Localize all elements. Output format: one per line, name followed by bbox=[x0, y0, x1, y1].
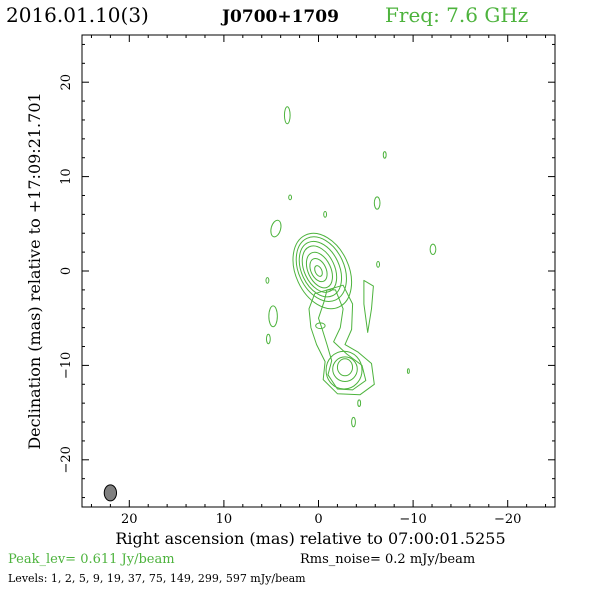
x-tick-label: −20 bbox=[494, 512, 521, 527]
source-name: J0700+1709 bbox=[222, 7, 339, 27]
noise-island-contour bbox=[376, 261, 381, 268]
jet-contour bbox=[318, 289, 367, 391]
y-tick-label: 20 bbox=[59, 74, 74, 91]
contour-layer bbox=[265, 106, 437, 428]
noise-island-contour bbox=[268, 305, 278, 328]
core-contour bbox=[295, 236, 347, 302]
x-tick-label: 0 bbox=[314, 512, 322, 527]
peak-level: Peak_lev= 0.611 Jy/beam bbox=[8, 552, 175, 567]
observation-date: 2016.01.10(3) bbox=[6, 3, 149, 27]
noise-island-contour bbox=[283, 106, 291, 125]
jet-contour bbox=[308, 284, 375, 396]
y-tick-label: −20 bbox=[59, 446, 74, 473]
core-contour bbox=[305, 251, 333, 289]
core-contour bbox=[314, 265, 323, 277]
tick-layer: 20 10 0 −10 −20 20 10 0 −10 −20 bbox=[59, 35, 555, 527]
knot-contour bbox=[336, 358, 354, 377]
x-tick-label: −10 bbox=[399, 512, 426, 527]
contour-levels: Levels: 1, 2, 5, 9, 19, 37, 75, 149, 299… bbox=[8, 572, 306, 585]
y-tick-label: 10 bbox=[59, 168, 74, 185]
core-contour bbox=[309, 257, 328, 283]
x-tick-label: 10 bbox=[216, 512, 233, 527]
x-tick-label: 20 bbox=[121, 512, 138, 527]
noise-island-contour bbox=[265, 333, 271, 345]
core-contour bbox=[292, 232, 353, 310]
noise-island-contour bbox=[351, 416, 356, 428]
y-tick-label: 0 bbox=[59, 267, 74, 275]
noise-island-contour bbox=[406, 368, 410, 374]
noise-island-contour bbox=[382, 151, 387, 159]
noise-island-contour bbox=[323, 211, 328, 218]
noise-island-contour bbox=[265, 277, 270, 284]
noise-island-contour bbox=[288, 194, 293, 201]
plot-header: 2016.01.10(3) J0700+1709 Freq: 7.6 GHz bbox=[0, 0, 590, 30]
noise-island-contour bbox=[429, 243, 437, 255]
core-contour bbox=[298, 240, 343, 298]
beam-layer bbox=[103, 484, 118, 502]
jet-contour bbox=[363, 279, 374, 333]
rms-noise: Rms_noise= 0.2 mJy/beam bbox=[300, 552, 476, 567]
noise-island-contour bbox=[270, 219, 282, 238]
knot-contour bbox=[332, 356, 358, 382]
beam-ellipse bbox=[103, 484, 118, 502]
y-axis-title: Declination (mas) relative to +17:09:21.… bbox=[25, 92, 44, 449]
noise-island-contour bbox=[373, 196, 381, 210]
frequency-label: Freq: 7.6 GHz bbox=[385, 3, 529, 27]
x-axis-title: Right ascension (mas) relative to 07:00:… bbox=[115, 529, 505, 548]
plot-frame bbox=[81, 34, 556, 508]
noise-island-contour bbox=[357, 399, 362, 407]
y-tick-label: −10 bbox=[59, 352, 74, 379]
core-contour bbox=[301, 245, 338, 293]
